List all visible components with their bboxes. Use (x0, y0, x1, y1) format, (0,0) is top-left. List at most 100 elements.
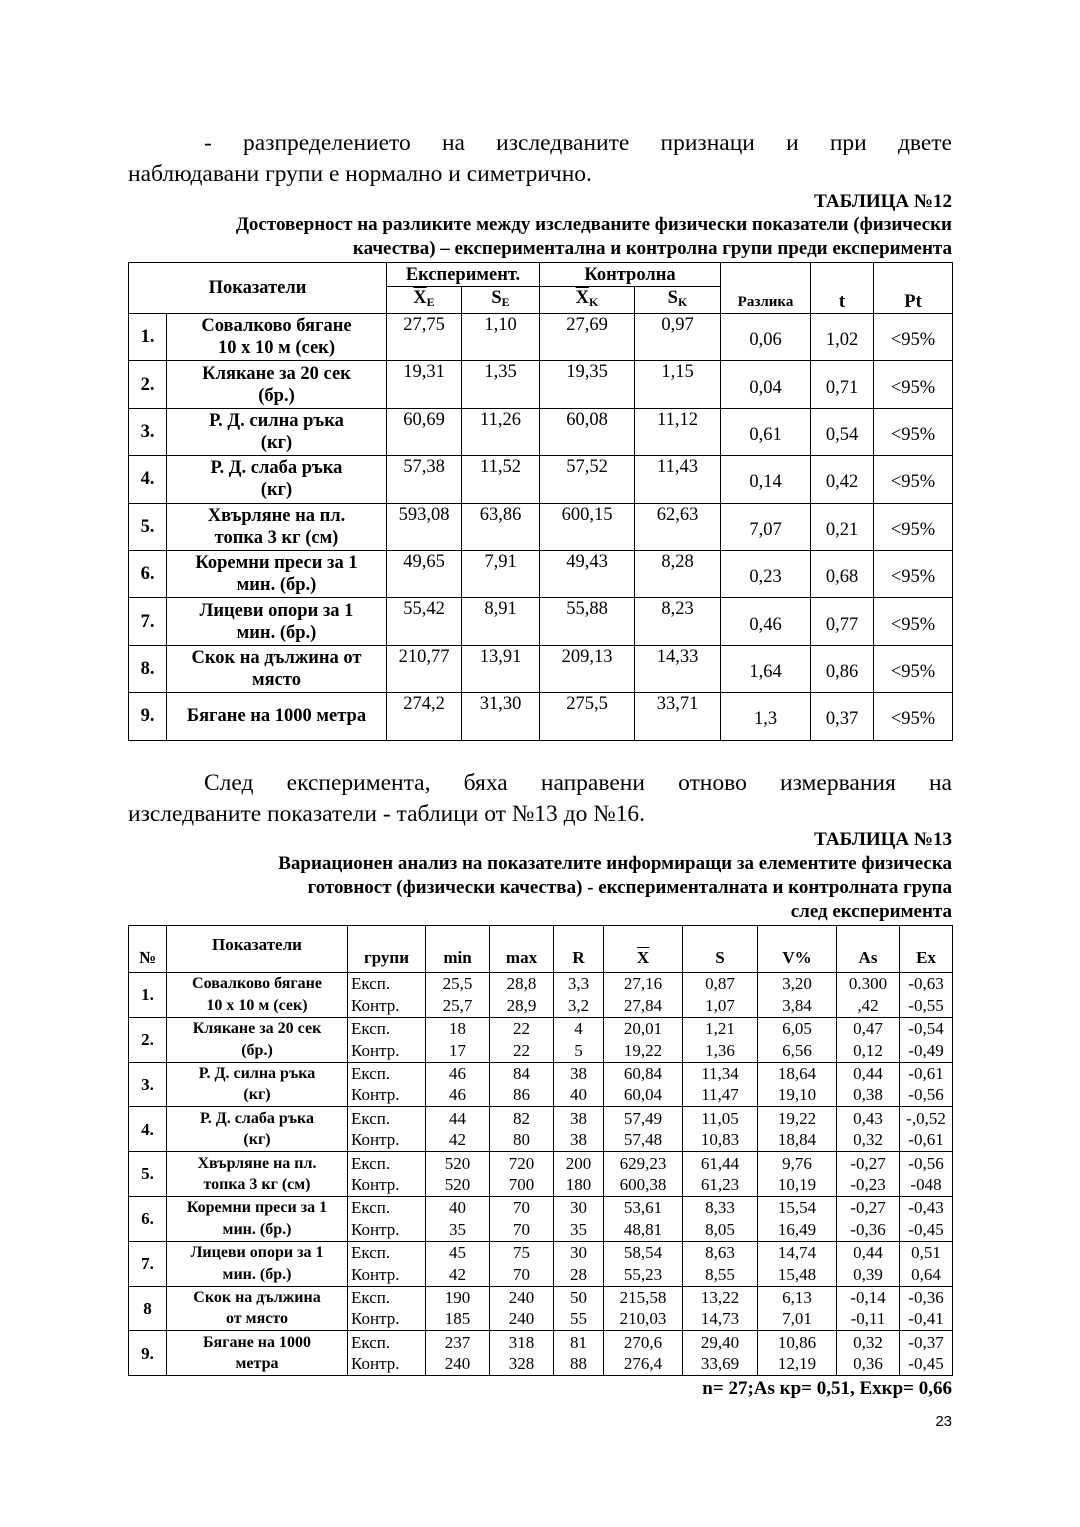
cell-diff: 0,46 (720, 597, 811, 646)
indicator-name-line: 10 х 10 м (сек) (218, 338, 335, 359)
cell-xe: 19,31 (386, 360, 462, 409)
cell-xk: 209,13 (539, 644, 635, 694)
cell-col-2: Експ. Контр. (347, 1285, 426, 1332)
cell-diff: 0,06 (720, 312, 811, 362)
value-exp: 0,44 (853, 1243, 883, 1263)
value-ctrl: 180 (565, 1175, 592, 1195)
cell-xk: 49,43 (539, 549, 635, 599)
indicator-name: Хвърляне на пл. топка 3 кг (см) (166, 1151, 348, 1197)
cell-col-5: 38 38 (553, 1106, 604, 1153)
value-exp: 1,21 (705, 1019, 735, 1039)
cell-col-2: Експ. Контр. (347, 1330, 426, 1377)
value-exp: 13,22 (700, 1287, 740, 1307)
cell-col-6: 58,54 55,23 (603, 1240, 683, 1287)
value-exp: 4 (574, 1019, 583, 1039)
value-exp: 8,63 (705, 1243, 735, 1263)
cell-col-8: 3,20 3,84 (757, 972, 837, 1018)
cell-col-2: Експ. Контр. (347, 1106, 426, 1153)
value-exp: 237 (444, 1332, 471, 1352)
cell-col-4: 318 328 (489, 1330, 554, 1377)
value-ctrl: 210,03 (619, 1309, 667, 1329)
cell-col-2: Експ. Контр. (347, 1195, 426, 1242)
value-ctrl: 8,05 (705, 1219, 735, 1239)
value-ctrl: ,42 (857, 995, 879, 1015)
cell-xk: 60,08 (539, 407, 635, 457)
header-col-3: min (425, 925, 490, 973)
row-number: 9. (128, 1330, 167, 1377)
value-exp: 58,54 (623, 1243, 663, 1263)
cell-xk: 600,15 (539, 502, 635, 551)
value-exp: Експ. (351, 1287, 391, 1307)
value-ctrl: Контр. (351, 1130, 400, 1150)
cell-col-10: -0,54 -0,49 (899, 1016, 953, 1063)
table-row: 7. Лицеви опори за 1 мин. (бр.) Експ. Контр.… (128, 1240, 953, 1287)
value-exp: 27,16 (623, 974, 663, 994)
indicator-name-line: Р. Д. слаба ръка (210, 458, 343, 479)
cell-sk: 8,23 (634, 597, 721, 646)
value-exp: Експ. (351, 1198, 391, 1218)
value-ctrl: -0,61 (908, 1130, 944, 1150)
value-exp: 19,22 (777, 1108, 817, 1128)
cell-col-4: 70 70 (489, 1195, 554, 1242)
value-ctrl: 0,12 (853, 1040, 883, 1060)
table-row: 5. Хвърляне на пл. топка 3 кг (см) 593,08 63… (128, 502, 953, 551)
cell-col-10: 0,51 0,64 (899, 1240, 953, 1287)
header-xk: XK (539, 286, 635, 314)
value-ctrl: 19,22 (623, 1040, 663, 1060)
header-se: SE (461, 286, 540, 314)
indicator-name-line: Совалково бягане (201, 316, 352, 337)
indicator-name: Хвърляне на пл. топка 3 кг (см) (166, 502, 387, 551)
table12-label: ТАБЛИЦА №12 (814, 191, 952, 212)
cell-col-10: -0,61 -0,56 (899, 1061, 953, 1108)
row-number: 8. (128, 644, 167, 694)
value-ctrl: 33,69 (700, 1354, 740, 1374)
table13-caption-line-2: готовност (физически качества) - експери… (307, 877, 952, 898)
indicator-name-line: Клякане за 20 сек (192, 1020, 322, 1038)
indicator-name-line: Скок на дължина (193, 1288, 321, 1306)
cell-col-2: Експ. Контр. (347, 1016, 426, 1063)
value-exp: 14,74 (777, 1243, 817, 1263)
value-exp: -0,56 (908, 1153, 944, 1173)
header-col-8: V% (757, 925, 837, 973)
indicator-name-line: Клякане за 20 сек (202, 363, 351, 384)
indicator-name-line: Совалково бягане (192, 975, 322, 993)
indicator-name: Р. Д. слаба ръка (кг) (166, 1106, 348, 1153)
value-ctrl: 328 (508, 1354, 535, 1374)
value-ctrl: 17 (449, 1040, 466, 1060)
row-number: 5. (128, 1151, 167, 1197)
value-ctrl: 3,2 (567, 995, 590, 1015)
value-exp: Експ. (351, 1332, 391, 1352)
cell-xe: 27,75 (386, 312, 462, 362)
indicator-name-line: Лицеви опори за 1 (199, 600, 354, 621)
cell-col-6: 53,61 48,81 (603, 1195, 683, 1242)
table13-label: ТАБЛИЦА №13 (814, 829, 952, 850)
cell-col-4: 82 80 (489, 1106, 554, 1153)
header-indicators: Показатели (128, 262, 387, 314)
value-ctrl: 22 (513, 1040, 530, 1060)
header-col-2: групи (347, 925, 426, 973)
row-number: 7. (128, 597, 167, 646)
value-ctrl: -0,23 (850, 1175, 886, 1195)
cell-sk: 0,97 (634, 312, 721, 362)
value-exp: -0,14 (850, 1287, 886, 1307)
cell-sk: 62,63 (634, 502, 721, 551)
value-exp: 720 (508, 1153, 535, 1173)
value-ctrl: -0,41 (908, 1309, 944, 1329)
indicator-name-line: Скок на дължина от (191, 647, 362, 668)
value-ctrl: -0,36 (850, 1219, 886, 1239)
value-exp: 84 (513, 1063, 530, 1083)
value-exp: Експ. (351, 1019, 391, 1039)
row-number: 4. (128, 455, 167, 504)
page-number: 23 (935, 1413, 952, 1430)
value-exp: 215,58 (619, 1287, 667, 1307)
value-exp: 30 (570, 1198, 587, 1218)
value-ctrl: Контр. (351, 995, 400, 1015)
indicator-name-line: Коремни преси за 1 (195, 553, 358, 574)
indicator-name-line: мин. (бр.) (222, 1265, 292, 1283)
row-number: 6. (128, 549, 167, 599)
cell-col-6: 270,6 276,4 (603, 1330, 683, 1377)
cell-sk: 1,15 (634, 360, 721, 409)
cell-col-7: 13,22 14,73 (682, 1285, 758, 1332)
cell-se: 8,91 (461, 597, 540, 646)
value-exp: -0,37 (908, 1332, 944, 1352)
